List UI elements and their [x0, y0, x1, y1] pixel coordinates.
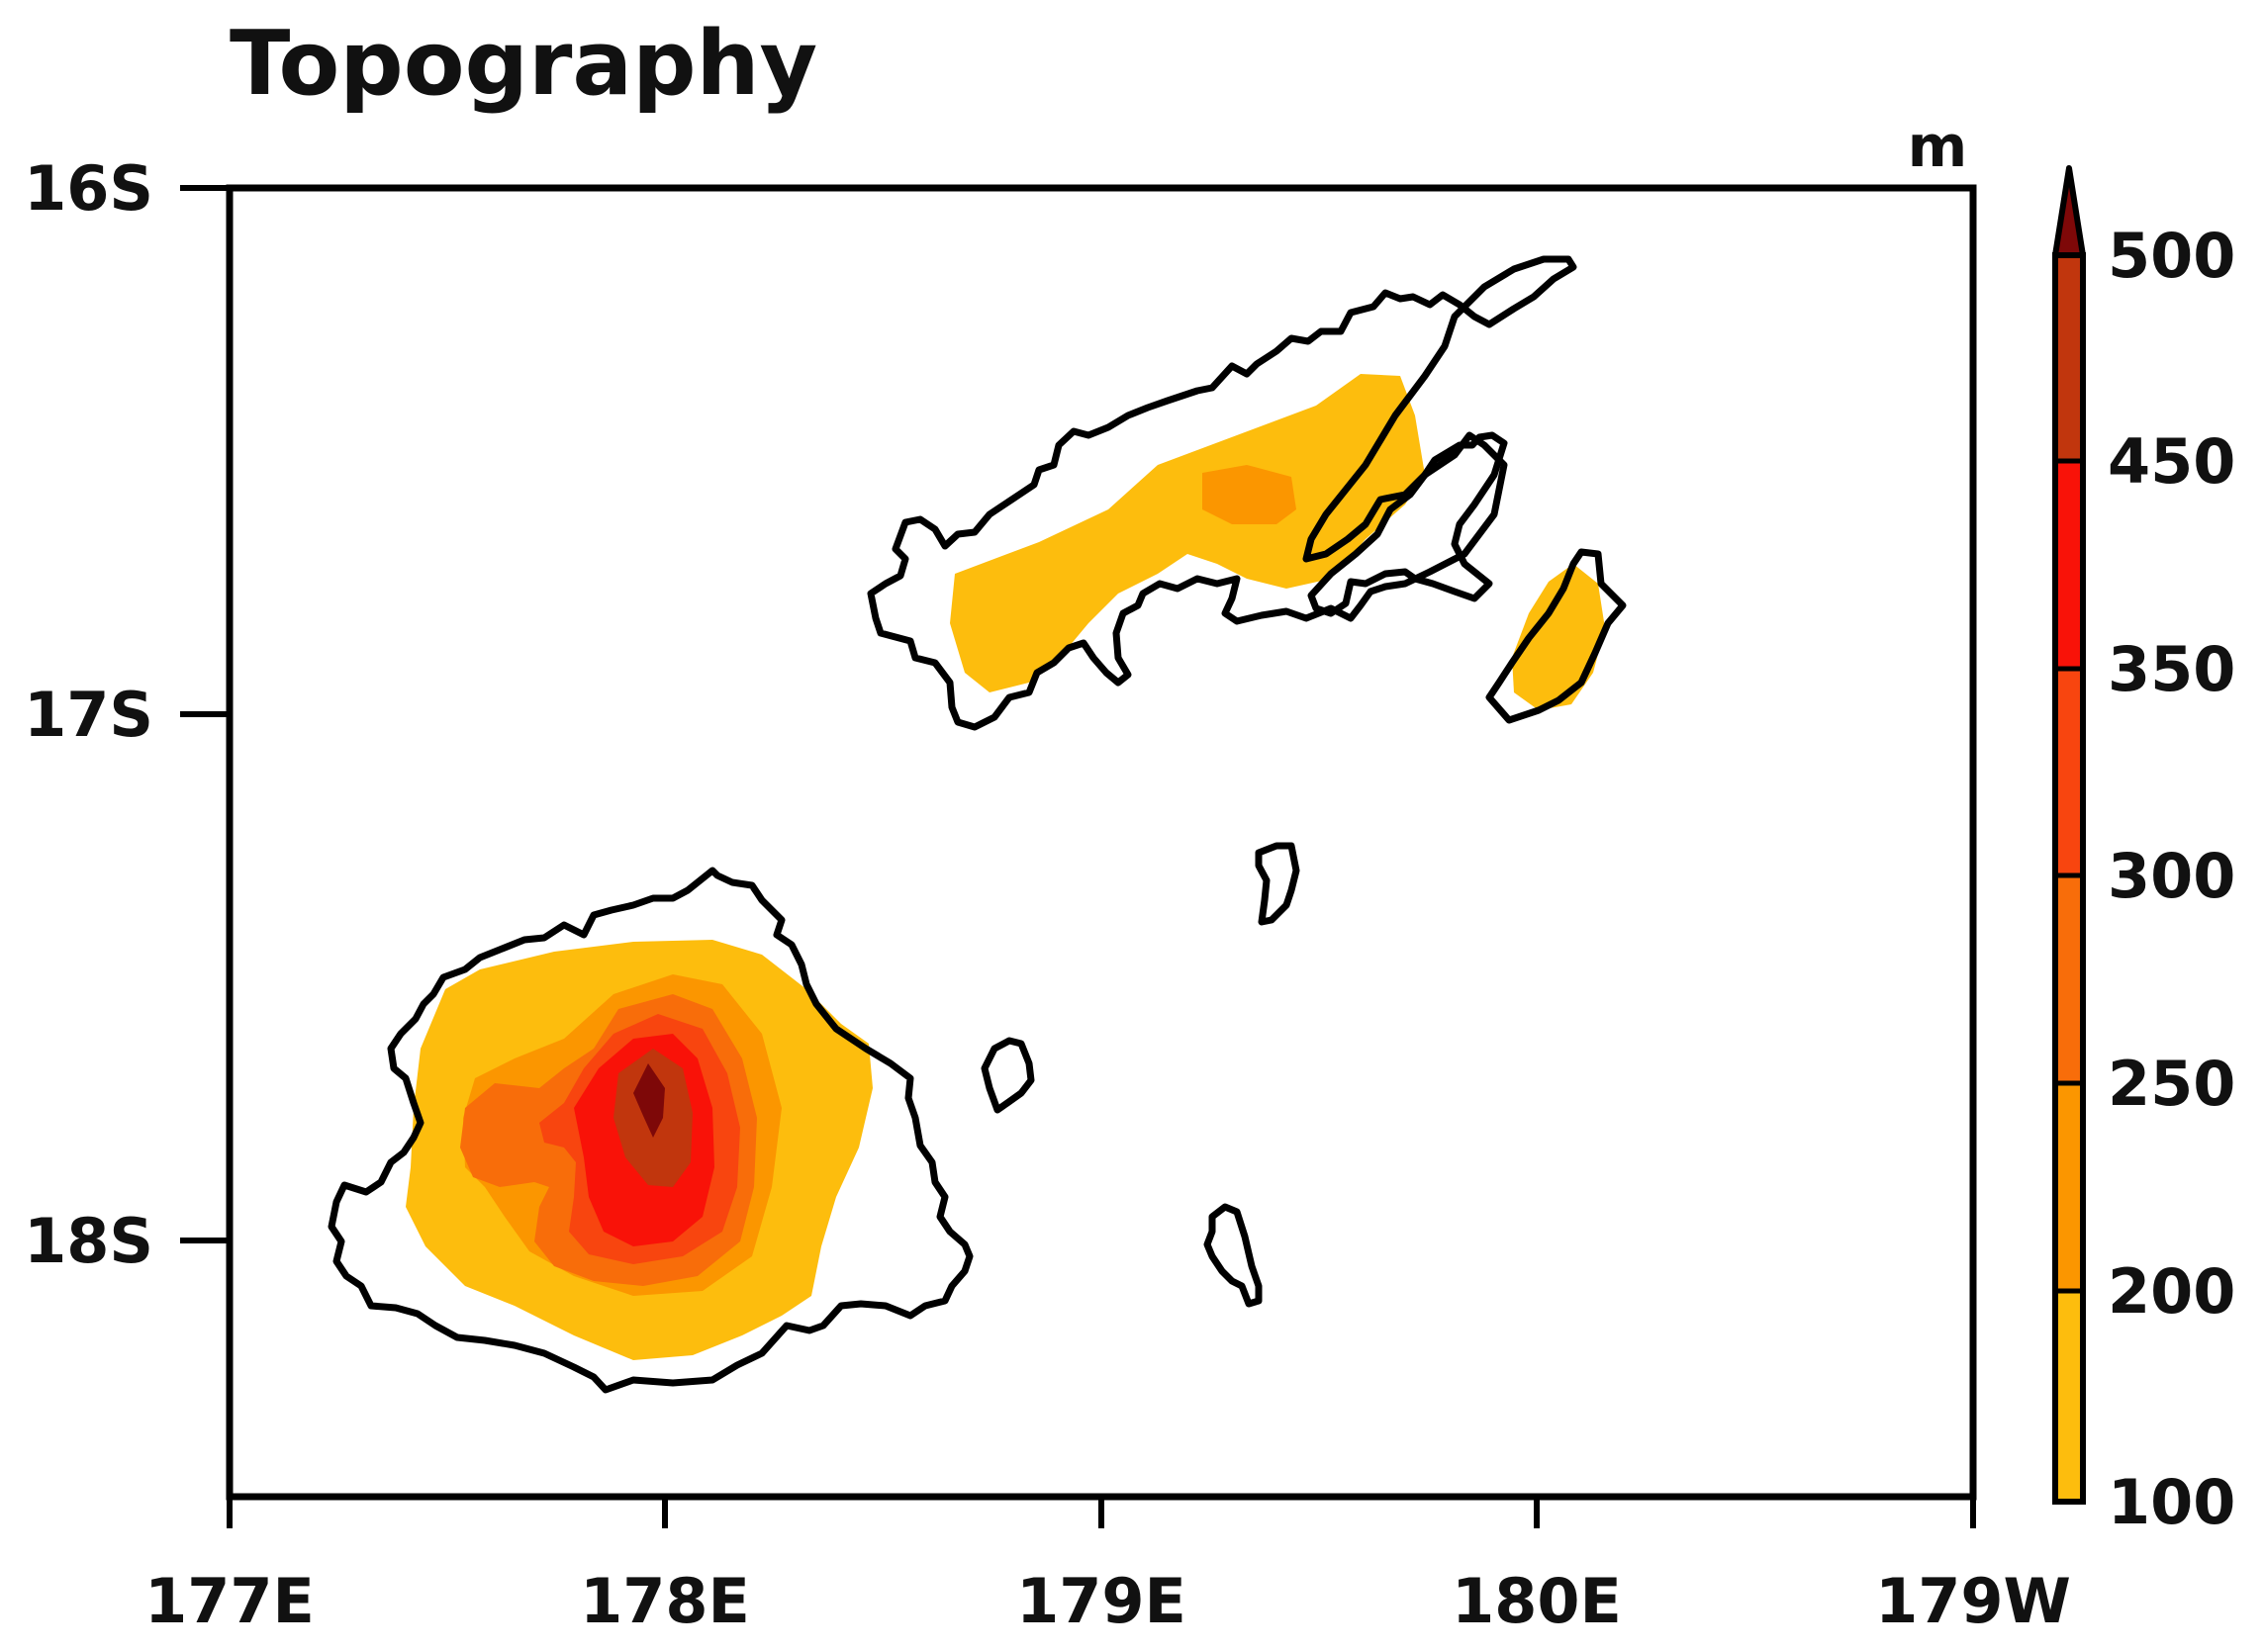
coastline-koro — [1255, 842, 1300, 926]
y-axis-labels: 16S 17S 18S — [24, 152, 153, 1277]
x-label-180e: 180E — [1452, 1565, 1622, 1637]
colorbar-label-250: 250 — [2108, 1048, 2235, 1120]
colorbar-extend-arrow — [2052, 165, 2086, 258]
y-label-16s: 16S — [24, 152, 153, 225]
map-title: Topography — [230, 12, 817, 116]
coastline-taveuni — [1485, 548, 1627, 724]
x-axis-labels: 177E 178E 179E 180E 179W — [144, 1565, 2071, 1637]
y-label-17s: 17S — [24, 679, 153, 751]
colorbar-bin-4 — [2055, 669, 2083, 875]
contour-vanualevu-200 — [1202, 465, 1296, 524]
coastline-gau — [1203, 1203, 1263, 1308]
colorbar-bin-2 — [2055, 1083, 2083, 1291]
y-label-18s: 18S — [24, 1205, 153, 1277]
topography-fill — [406, 374, 1605, 1360]
x-axis-ticks — [227, 1497, 1976, 1528]
coastline-ovalau — [981, 1037, 1035, 1114]
x-label-179e: 179E — [1016, 1565, 1186, 1637]
y-axis-ticks — [180, 185, 230, 1243]
x-label-179w: 179W — [1875, 1565, 2071, 1637]
colorbar-label-100: 100 — [2108, 1466, 2235, 1538]
colorbar-label-350: 350 — [2108, 633, 2235, 705]
contour-vanualevu-100 — [950, 374, 1425, 692]
coastline-viti-levu — [328, 867, 974, 1394]
colorbar-label-300: 300 — [2108, 840, 2235, 912]
x-label-178e: 178E — [580, 1565, 750, 1637]
colorbar-frame — [2052, 252, 2086, 1505]
unit-label: m — [1908, 113, 1967, 180]
colorbar-bin-5 — [2055, 461, 2083, 669]
coastline-vanua-levu-east — [1307, 431, 1508, 617]
colorbar-labels: 100 200 250 300 350 450 500 — [2108, 220, 2235, 1538]
coastlines — [328, 255, 1627, 1394]
colorbar-bin-3 — [2055, 875, 2083, 1083]
coastline-vanua-levu — [867, 255, 1577, 731]
x-label-177e: 177E — [144, 1565, 315, 1637]
colorbar-label-200: 200 — [2108, 1255, 2235, 1328]
colorbar-label-500: 500 — [2108, 220, 2235, 292]
colorbar-label-450: 450 — [2108, 425, 2235, 498]
plot-frame — [226, 184, 1977, 1501]
colorbar-bin-6 — [2055, 255, 2083, 461]
colorbar — [2052, 165, 2086, 1505]
contour-vitilevu-500 — [633, 1063, 665, 1138]
colorbar-bin-1 — [2055, 1291, 2083, 1502]
